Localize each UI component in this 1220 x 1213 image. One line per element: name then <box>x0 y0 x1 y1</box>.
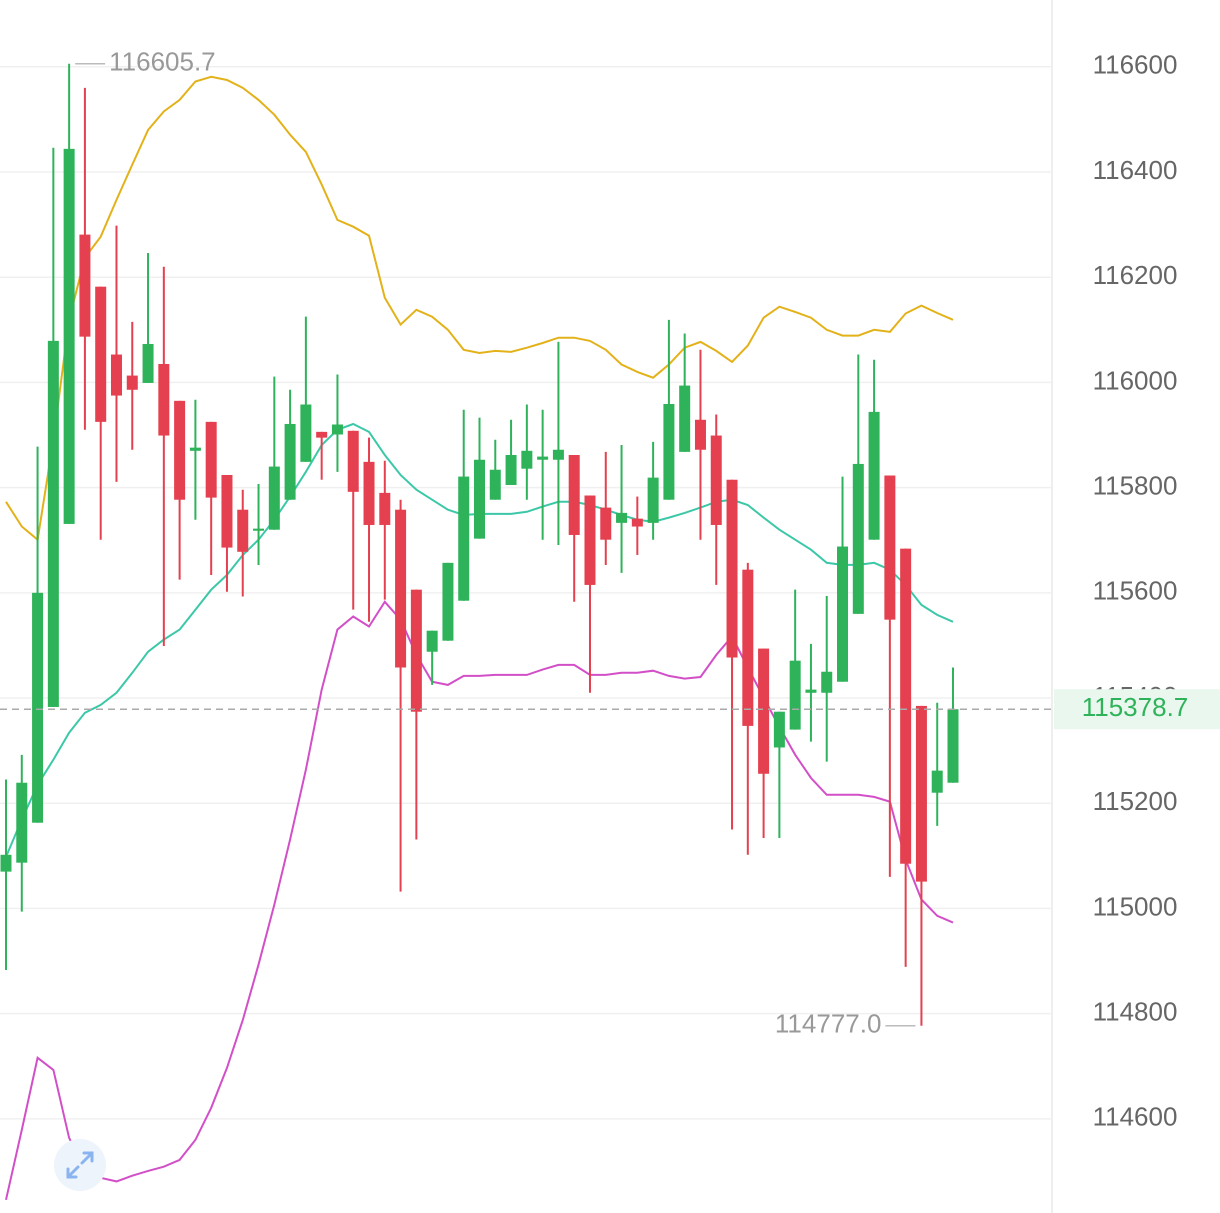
candle-body <box>663 403 675 500</box>
y-tick-label: 116400 <box>1093 155 1178 185</box>
candle-body <box>631 518 643 527</box>
y-tick-label: 115800 <box>1093 470 1178 500</box>
annotation-label: 114777.0 <box>775 1009 882 1039</box>
candle-body <box>284 423 296 500</box>
candle-body <box>363 461 375 525</box>
candle-body <box>174 400 186 500</box>
candle-body <box>694 419 706 450</box>
candle-body <box>0 854 12 872</box>
candle-body <box>710 435 722 525</box>
candle-body <box>221 474 233 548</box>
candle-body <box>947 709 959 783</box>
candle-body <box>458 476 470 601</box>
candle-body <box>300 404 312 462</box>
candle-body <box>47 340 59 707</box>
y-axis: 1146001148001150001152001154001156001158… <box>1054 50 1220 1132</box>
candle-body <box>237 509 249 552</box>
candle-body <box>789 660 801 730</box>
candle-body <box>915 705 927 882</box>
last-price-tag <box>1054 689 1220 730</box>
candle-body <box>395 509 407 668</box>
y-tick-label: 116600 <box>1093 50 1178 80</box>
candle-body <box>205 421 217 498</box>
candle-body <box>410 589 422 712</box>
candle-body <box>521 450 533 469</box>
candle-body <box>268 466 280 530</box>
candle-body <box>805 689 817 693</box>
candle-body <box>600 507 612 540</box>
y-tick-label: 115600 <box>1093 576 1178 606</box>
candle-body <box>253 528 265 531</box>
last-price-label: 115378.7 <box>1082 692 1189 722</box>
candle-body <box>821 671 833 693</box>
band-line <box>5 75 954 542</box>
candle-body <box>32 592 44 823</box>
candle-body <box>347 430 359 492</box>
candle-body <box>568 455 580 535</box>
candle-body <box>616 512 628 523</box>
candle-body <box>158 364 170 436</box>
candle-body <box>189 447 201 451</box>
candle-body <box>868 411 880 540</box>
candle-body <box>900 548 912 864</box>
candle-body <box>852 463 864 614</box>
band-line <box>5 600 954 1201</box>
candle-body <box>474 459 485 539</box>
candle-body <box>316 431 328 438</box>
candle-body <box>126 375 138 390</box>
annotation-label: 116605.7 <box>109 47 216 77</box>
y-tick-label: 115000 <box>1093 891 1178 921</box>
candle-body <box>758 648 770 774</box>
candle-body <box>63 148 75 524</box>
candle-body <box>95 286 107 422</box>
candle-body <box>142 344 154 383</box>
candle-body <box>505 455 517 485</box>
candle-body <box>584 495 596 585</box>
candle-body <box>110 354 122 396</box>
y-tick-label: 116000 <box>1093 365 1178 395</box>
candle-body <box>647 477 659 523</box>
candle-body <box>489 469 501 500</box>
y-tick-label: 114600 <box>1093 1102 1178 1132</box>
candle-body <box>931 770 943 793</box>
candle-body <box>726 479 738 658</box>
candle-body <box>742 569 754 726</box>
candle-body <box>79 234 91 337</box>
candle-body <box>837 546 849 682</box>
plot: 116605.7 114777.0 <box>0 47 1052 1201</box>
candle-body <box>679 385 691 452</box>
candle-body <box>426 630 438 652</box>
candle-body <box>773 711 785 748</box>
candle-body <box>537 456 549 460</box>
candle-body <box>331 424 343 435</box>
expand-icon[interactable] <box>54 1139 106 1191</box>
candle-body <box>442 562 454 641</box>
candle-body <box>884 475 896 620</box>
y-tick-label: 116200 <box>1093 260 1178 290</box>
candle-body <box>552 449 564 460</box>
candle-body <box>16 782 28 863</box>
candle-body <box>379 492 391 525</box>
y-tick-label: 114800 <box>1093 997 1178 1027</box>
y-tick-label: 115200 <box>1093 786 1178 816</box>
